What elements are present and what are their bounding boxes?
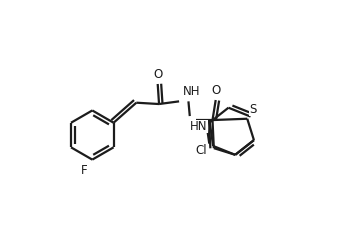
Text: O: O bbox=[211, 84, 220, 97]
Text: F: F bbox=[81, 164, 88, 178]
Text: Cl: Cl bbox=[196, 144, 207, 157]
Text: S: S bbox=[249, 103, 257, 115]
Text: NH: NH bbox=[183, 85, 201, 98]
Text: O: O bbox=[153, 68, 162, 81]
Text: HN: HN bbox=[190, 120, 207, 133]
